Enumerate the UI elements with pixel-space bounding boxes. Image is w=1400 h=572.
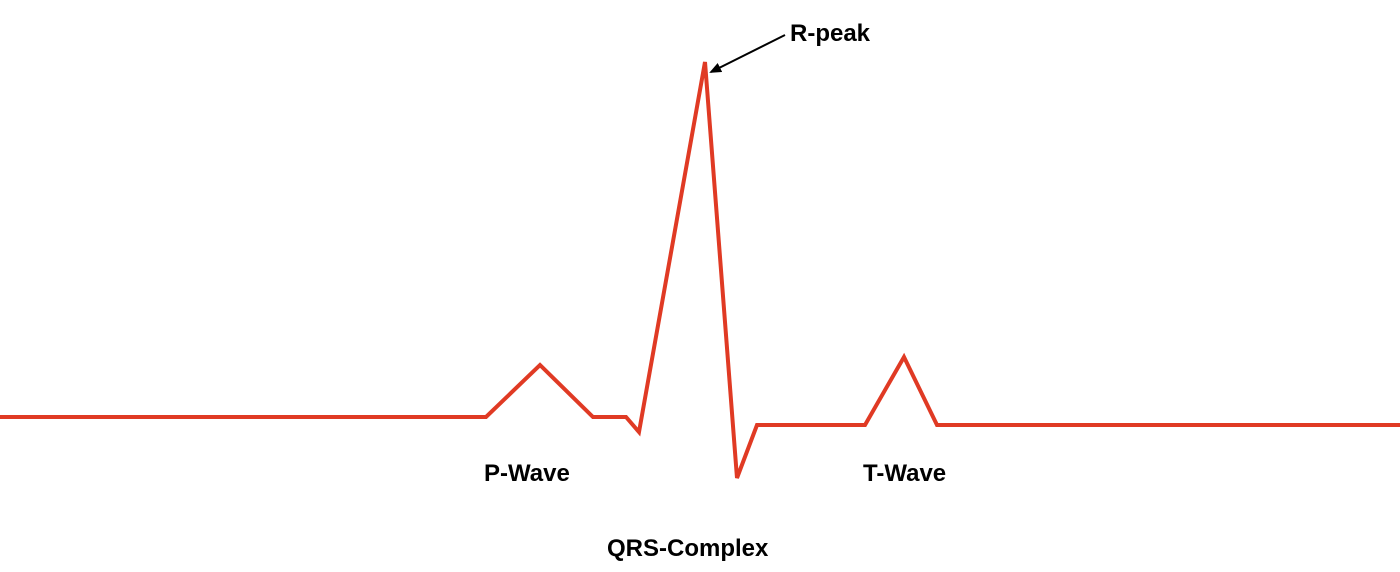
ecg-waveform-line — [0, 61, 1400, 479]
r-peak-label: R-peak — [790, 20, 871, 47]
t-wave-label: T-Wave — [863, 460, 947, 487]
p-wave-label: P-Wave — [484, 460, 570, 487]
qrs-complex-label: QRS-Complex — [607, 535, 769, 562]
r-peak-pointer-arrow — [709, 34, 786, 73]
